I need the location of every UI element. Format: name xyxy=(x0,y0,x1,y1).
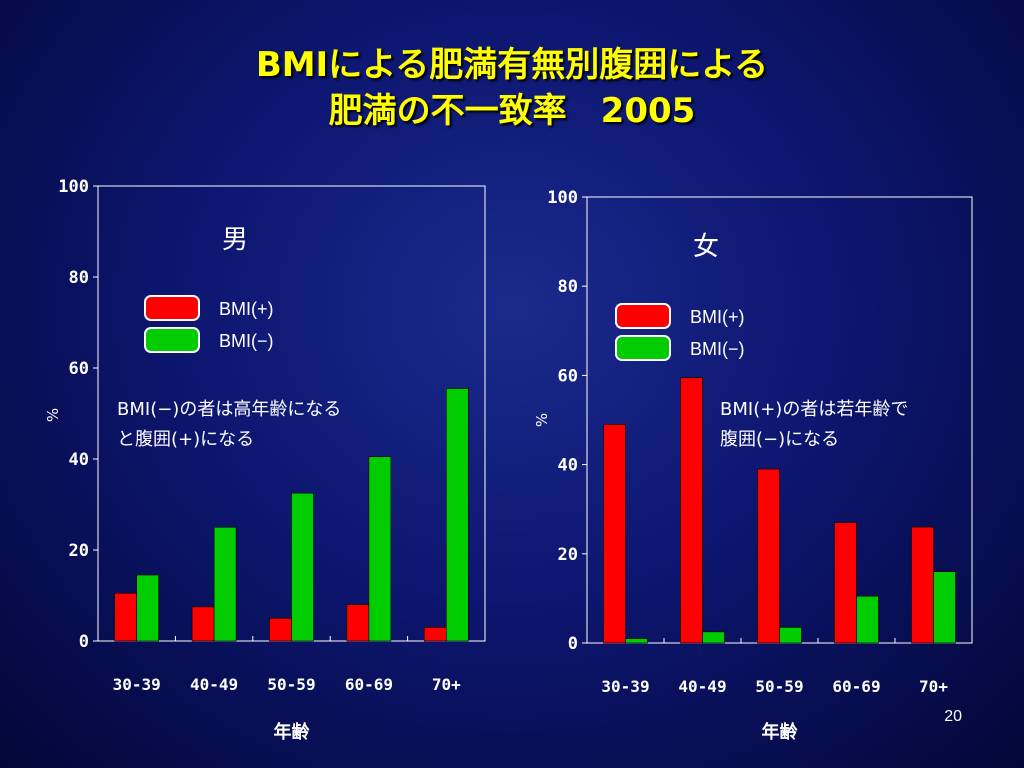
bar-women-bmi-minus-0 xyxy=(625,638,648,644)
annotation-men: BMI(−)の者は高年齢になる xyxy=(117,399,341,420)
x-tick-label-women: 60-69 xyxy=(832,677,880,696)
x-tick-label-men: 70+ xyxy=(432,675,461,694)
x-tick-label-men: 40-49 xyxy=(190,675,238,694)
bar-men-bmi-plus-0 xyxy=(114,592,137,642)
legend-label-men: BMI(+) xyxy=(219,299,274,319)
bar-women-bmi-plus-2 xyxy=(757,468,780,644)
bar-men-bmi-plus-3 xyxy=(346,604,370,642)
bar-men-bmi-minus-3 xyxy=(368,456,392,642)
bar-women-bmi-minus-2 xyxy=(779,627,802,644)
annotation-women: BMI(+)の者は若年齢で xyxy=(720,399,908,420)
x-tick-label-women: 30-39 xyxy=(601,677,649,696)
y-tick-label-women: 80 xyxy=(558,277,578,297)
x-tick-label-men: 30-39 xyxy=(113,675,161,694)
legend-swatch-men xyxy=(144,295,200,321)
legend-label-women: BMI(−) xyxy=(690,339,745,359)
y-tick-label-men: 40 xyxy=(69,450,89,470)
y-tick-label-women: 0 xyxy=(568,634,578,654)
y-tick-label-men: 20 xyxy=(69,541,89,561)
x-tick-label-men: 60-69 xyxy=(345,675,393,694)
legend-label-women: BMI(+) xyxy=(690,307,745,327)
slide-title: BMIによる肥満有無別腹囲による 肥満の不一致率 2005 xyxy=(0,42,1024,134)
bar-men-bmi-minus-4 xyxy=(445,388,469,642)
y-tick-label-women: 60 xyxy=(558,366,578,386)
y-axis-label-women: % xyxy=(533,413,551,427)
y-tick-label-women: 100 xyxy=(547,188,578,208)
bar-women-bmi-plus-4 xyxy=(911,526,934,644)
annotation-men: と腹囲(+)になる xyxy=(117,429,254,450)
bar-women-bmi-minus-4 xyxy=(933,571,956,644)
bar-women-bmi-minus-3 xyxy=(856,595,879,644)
legend-label-men: BMI(−) xyxy=(219,331,274,351)
bar-men-bmi-plus-4 xyxy=(423,627,447,642)
y-tick-label-men: 80 xyxy=(69,268,89,288)
y-tick-label-men: 0 xyxy=(79,632,89,652)
bar-men-bmi-plus-2 xyxy=(269,617,292,642)
annotation-women: 腹囲(−)になる xyxy=(720,429,839,450)
bar-men-bmi-minus-1 xyxy=(213,526,237,642)
y-axis-label-men: % xyxy=(44,408,62,422)
bar-women-bmi-plus-1 xyxy=(680,377,703,644)
bar-women-bmi-plus-3 xyxy=(834,522,857,644)
x-tick-label-women: 70+ xyxy=(919,677,948,696)
panel-label-men: 男 xyxy=(222,225,248,255)
x-tick-label-men: 50-59 xyxy=(267,675,315,694)
panel-label-women: 女 xyxy=(693,232,719,262)
y-tick-label-men: 60 xyxy=(69,359,89,379)
legend-swatch-women xyxy=(615,303,671,329)
page-number: 20 xyxy=(944,708,962,725)
x-axis-label-women: 年齢 xyxy=(762,721,799,743)
bar-men-bmi-minus-0 xyxy=(136,574,159,642)
bar-men-bmi-plus-1 xyxy=(191,606,215,642)
y-tick-label-women: 20 xyxy=(558,545,578,565)
bar-women-bmi-plus-0 xyxy=(603,424,626,644)
bar-men-bmi-minus-2 xyxy=(291,492,314,642)
x-axis-label-men: 年齢 xyxy=(274,721,311,743)
y-tick-label-women: 40 xyxy=(558,456,578,476)
bar-women-bmi-minus-1 xyxy=(702,631,725,644)
y-tick-label-men: 100 xyxy=(58,177,89,197)
legend-swatch-women xyxy=(615,335,671,361)
slide-title-line2: 肥満の不一致率 2005 xyxy=(328,91,696,131)
slide-title-line1: BMIによる肥満有無別腹囲による xyxy=(255,45,769,85)
x-tick-label-women: 40-49 xyxy=(678,677,726,696)
legend-swatch-men xyxy=(144,327,200,353)
x-tick-label-women: 50-59 xyxy=(755,677,803,696)
